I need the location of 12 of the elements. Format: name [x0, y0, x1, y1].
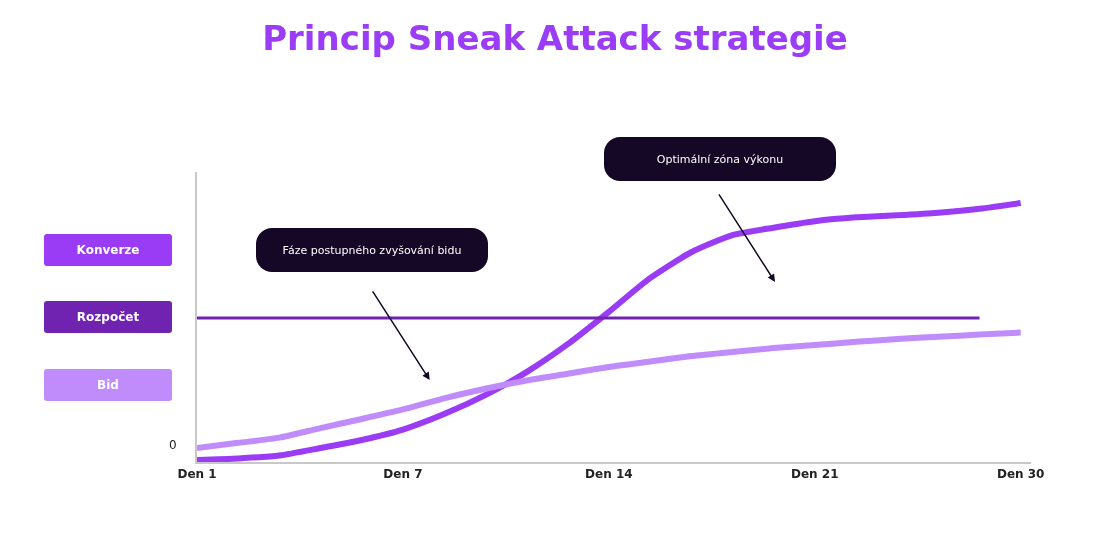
- chart-title: Princip Sneak Attack strategie: [262, 17, 848, 58]
- text: Bid: [44, 369, 172, 401]
- x-tick-label: Den 14: [585, 467, 633, 482]
- x-tick-label: Den 7: [383, 467, 423, 482]
- text: Konverze: [44, 234, 172, 266]
- text: Rozpočet: [44, 301, 172, 333]
- x-tick-label: Den 30: [996, 467, 1045, 482]
- x-tick-label: Den 21: [791, 467, 839, 482]
- callout-box: Fáze postupného zvyšování bidu: [256, 228, 488, 272]
- callout-box: Optimální zóna výkonu: [604, 137, 836, 181]
- x-tick-label: Den 1: [177, 467, 217, 482]
- text: 0: [169, 438, 177, 452]
